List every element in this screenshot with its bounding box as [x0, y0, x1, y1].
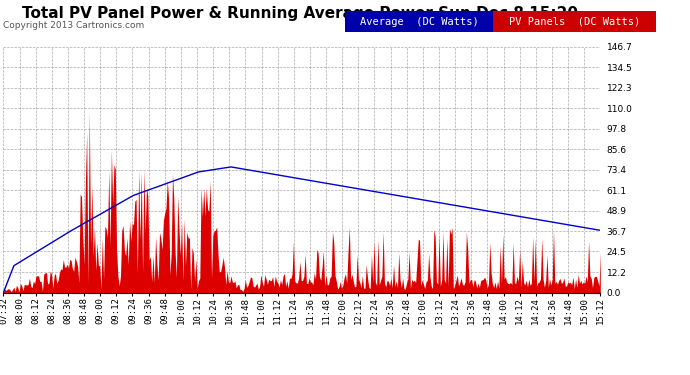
Text: Total PV Panel Power & Running Average Power Sun Dec 8 15:20: Total PV Panel Power & Running Average P…: [22, 6, 578, 21]
Text: Copyright 2013 Cartronics.com: Copyright 2013 Cartronics.com: [3, 21, 145, 30]
Text: Average  (DC Watts): Average (DC Watts): [359, 16, 479, 27]
Text: PV Panels  (DC Watts): PV Panels (DC Watts): [509, 16, 640, 27]
